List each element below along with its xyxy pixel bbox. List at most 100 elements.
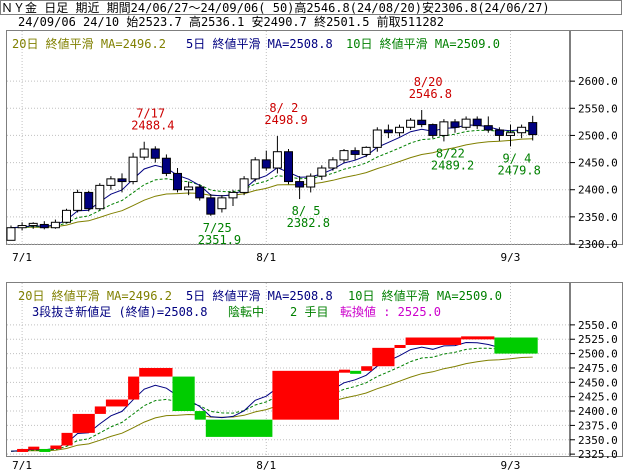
- brick-up: [61, 432, 73, 446]
- candle-body: [128, 156, 138, 183]
- candle-body: [284, 151, 293, 183]
- ma10-line: [10, 129, 533, 229]
- ma5-line: [10, 341, 533, 452]
- price-annotation: 7/25: [203, 221, 232, 235]
- y-tick-label: 2600.0: [578, 75, 618, 88]
- candle-body: [472, 118, 482, 127]
- brick-down: [205, 419, 273, 437]
- top-chart-frame: [6, 30, 570, 245]
- candle-body: [339, 150, 349, 161]
- candles-group: [6, 110, 538, 241]
- candle-body: [517, 126, 527, 134]
- top-gridlines: [7, 31, 570, 245]
- brick-down: [39, 448, 51, 452]
- brick-up: [17, 448, 29, 452]
- bricks-group: [17, 336, 538, 452]
- y-tick-label: 2350.0: [578, 434, 618, 447]
- price-annotation: 2498.9: [264, 113, 307, 127]
- x-tick-label: 8/1: [256, 459, 276, 472]
- candle-body: [50, 221, 60, 229]
- candle-body: [483, 125, 493, 131]
- brick-down: [172, 376, 195, 412]
- brick-up: [361, 366, 373, 371]
- candle-body: [450, 121, 460, 128]
- candle-body: [39, 223, 49, 229]
- brick-up: [28, 446, 40, 450]
- candle-body: [139, 148, 149, 158]
- y-tick-label: 2500.0: [578, 348, 618, 361]
- price-annotation: 9/ 4: [503, 151, 532, 165]
- price-annotation: 2488.4: [131, 119, 174, 133]
- break-info-value: 3段抜き新値足 (終値)=2508.8: [32, 304, 207, 319]
- candle-body: [206, 197, 216, 215]
- candle-body: [6, 227, 16, 241]
- top-moving-averages: [10, 124, 533, 229]
- legend-ma20: 20日 終値平滑 MA=2496.2: [12, 36, 166, 51]
- brick-up: [372, 347, 395, 367]
- candle-body: [161, 157, 171, 174]
- chart-header: ＮＹ金 日足 期近 期間24/06/27～24/09/06( 50)高2546.…: [0, 0, 624, 30]
- ma5-line: [10, 124, 533, 229]
- ma10-line: [10, 347, 533, 452]
- price-annotation: 2479.8: [498, 163, 541, 177]
- candle-body: [317, 167, 327, 177]
- y-tick-label: 2325.0: [578, 448, 618, 461]
- y-tick-label: 2525.0: [578, 333, 618, 346]
- bottom-legend-ma10: 10日 終値平滑 MA=2509.0: [348, 288, 502, 303]
- brick-down: [194, 411, 206, 420]
- x-tick-label: 9/3: [501, 459, 521, 472]
- y-tick-label: 2450.0: [578, 376, 618, 389]
- price-annotation: 8/22: [436, 146, 465, 160]
- brick-up: [105, 399, 129, 407]
- candle-body: [417, 119, 427, 126]
- y-tick-label: 2475.0: [578, 362, 618, 375]
- break-info-step: 2 手目: [290, 305, 328, 319]
- brick-up: [339, 369, 351, 373]
- candle-body: [28, 222, 38, 227]
- candle-body: [117, 178, 127, 183]
- price-annotation: 2351.9: [198, 233, 241, 247]
- y-tick-label: 2550.0: [578, 319, 618, 332]
- y-tick-label: 2400.0: [578, 184, 618, 197]
- brick-down: [350, 370, 362, 374]
- brick-up: [139, 367, 173, 377]
- x-tick-label: 8/1: [256, 251, 276, 264]
- top-axis-frame: [570, 30, 623, 245]
- brick-up: [94, 406, 106, 414]
- candle-body: [228, 191, 238, 199]
- candle-body: [295, 181, 305, 188]
- x-tick-label: 7/1: [12, 459, 32, 472]
- brick-down: [494, 337, 538, 354]
- bottom-legend-ma20: 20日 終値平滑 MA=2496.2: [18, 288, 172, 303]
- brick-up: [405, 337, 462, 345]
- candle-body: [239, 178, 249, 193]
- brick-up: [72, 413, 95, 433]
- candle-body: [395, 126, 404, 134]
- bottom-legend-ma5: 5日 終値平滑 MA=2508.8: [186, 288, 333, 303]
- y-tick-label: 2450.0: [578, 157, 618, 170]
- candle-body: [372, 129, 382, 148]
- price-annotation: 8/ 2: [269, 101, 298, 115]
- price-annotation: 2382.8: [287, 216, 330, 230]
- candle-body: [106, 178, 116, 186]
- candle-body: [73, 191, 83, 211]
- break-info-reversal: 転換値 : 2525.0: [340, 304, 441, 319]
- candle-body: [184, 186, 194, 191]
- y-tick-label: 2350.0: [578, 211, 618, 224]
- candle-body: [439, 121, 449, 136]
- candle-body: [261, 159, 271, 169]
- bottom-moving-averages: [10, 341, 533, 452]
- ma20-line: [10, 356, 533, 452]
- candle-body: [383, 129, 393, 134]
- y-tick-label: 2375.0: [578, 419, 618, 432]
- chart-header-summary: ＮＹ金 日足 期近 期間24/06/27～24/09/06( 50)高2546.…: [0, 0, 622, 15]
- y-tick-label: 2300.0: [578, 238, 618, 251]
- y-tick-label: 2400.0: [578, 405, 618, 418]
- break-info-state: 陰転中: [228, 304, 264, 319]
- chart-header-latest: 24/09/06 24/10 始2523.7 高2536.1 安2490.7 終…: [18, 15, 445, 29]
- brick-up: [272, 370, 339, 420]
- y-tick-label: 2500.0: [578, 129, 618, 142]
- x-tick-label: 7/1: [12, 251, 32, 264]
- legend-ma10: 10日 終値平滑 MA=2509.0: [346, 36, 500, 51]
